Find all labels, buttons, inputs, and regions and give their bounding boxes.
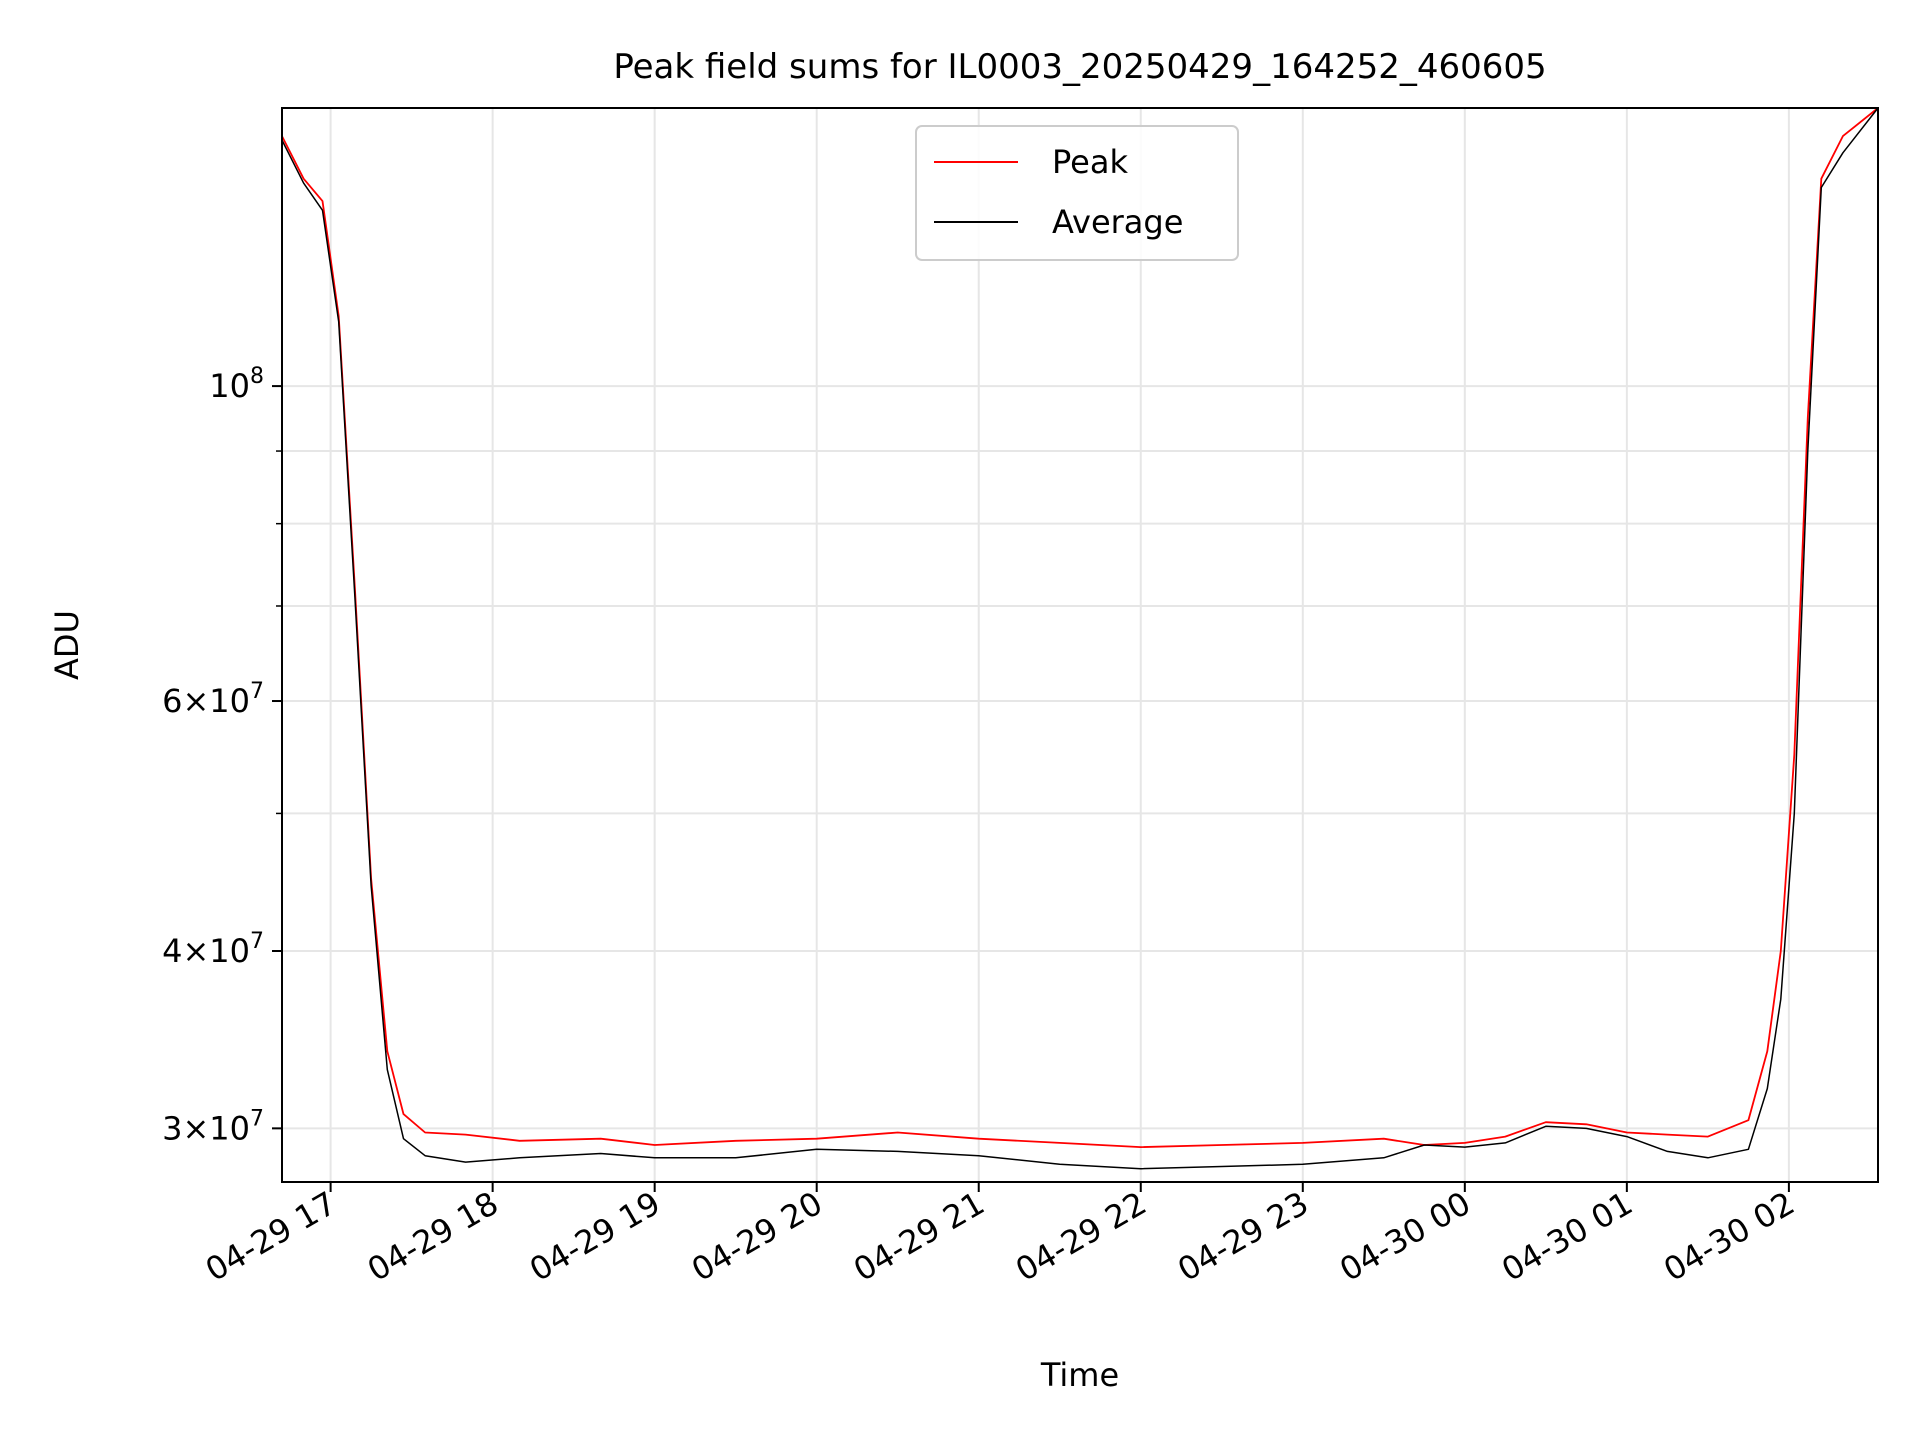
x-tick-label: 04-29 17 — [199, 1184, 343, 1289]
legend-label-peak: Peak — [1052, 143, 1128, 181]
x-tick-label: 04-29 21 — [847, 1184, 991, 1289]
series-line-peak — [281, 107, 1879, 1148]
y-axis-ticks: 3×107 4×107 6×107 108 — [162, 364, 282, 1147]
legend-box — [915, 125, 1239, 261]
x-tick-label: 04-30 01 — [1495, 1184, 1639, 1289]
x-tick-label: 04-30 00 — [1333, 1184, 1477, 1289]
y-tick-label: 3×107 — [162, 1106, 264, 1147]
x-tick-label: 04-29 22 — [1009, 1184, 1153, 1289]
y-tick-label: 4×107 — [162, 929, 264, 970]
x-tick-label: 04-29 19 — [523, 1184, 667, 1289]
x-tick-label: 04-29 18 — [361, 1184, 505, 1289]
x-tick-label: 04-30 02 — [1657, 1184, 1801, 1289]
y-tick-label: 6×107 — [162, 679, 264, 720]
chart-title: Peak field sums for IL0003_20250429_1642… — [613, 47, 1546, 87]
x-tick-label: 04-29 23 — [1171, 1184, 1315, 1289]
x-tick-label: 04-29 20 — [685, 1184, 829, 1289]
legend-label-average: Average — [1052, 203, 1183, 241]
x-axis-label: Time — [1040, 1356, 1119, 1394]
plot-frame — [281, 107, 1879, 1183]
x-axis-ticks: 04-29 17 04-29 18 04-29 19 04-29 20 04-29 21… — [199, 1182, 1801, 1289]
grid-lines — [282, 108, 1878, 1182]
legend: Peak Average — [915, 125, 1239, 261]
y-axis-label: ADU — [48, 610, 86, 680]
series-line-average — [281, 107, 1879, 1170]
y-tick-label: 108 — [209, 364, 264, 405]
series-layer — [281, 107, 1879, 1170]
